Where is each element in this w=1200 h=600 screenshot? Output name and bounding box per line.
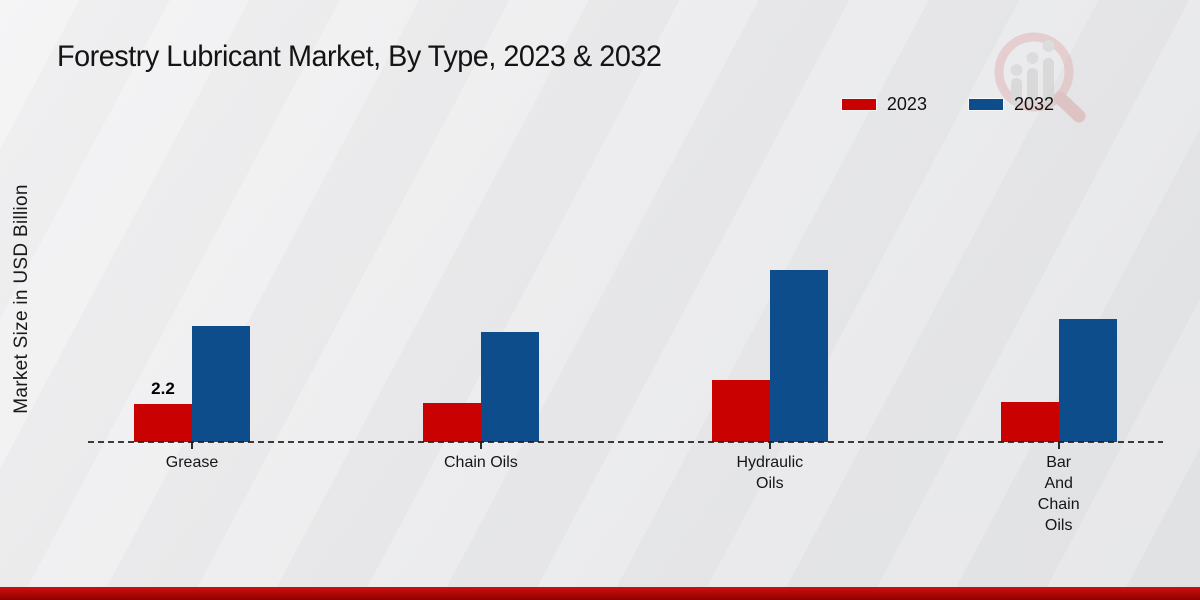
bar-2023-chain-oils — [422, 402, 481, 442]
category-label-grease: Grease — [165, 454, 219, 471]
bar-2023-hydraulic-oils — [711, 380, 770, 442]
category-label-bar-and-chain-oils: Bar And Chain Oils — [1037, 454, 1080, 534]
y-axis-label: Market Size in USD Billion — [11, 184, 32, 414]
footer-accent-bar — [0, 587, 1200, 600]
legend: 2023 2032 — [841, 94, 1054, 115]
plot-area: 2.2 Grease Chain Oils Hydraulic Oils Bar And Ch… — [88, 200, 1163, 534]
data-label-2023-grease: 2.2 — [151, 378, 175, 398]
legend-swatch-2032 — [968, 99, 1003, 110]
x-axis-baseline — [88, 441, 1163, 443]
bar-2032-bar-and-chain-oils — [1058, 319, 1117, 442]
bar-2023-grease — [134, 403, 192, 442]
bar-2023-bar-and-chain-oils — [1000, 401, 1059, 442]
bar-2032-grease — [192, 326, 250, 442]
x-tick-bar-and-chain-oils — [1057, 442, 1060, 449]
legend-label-2032: 2032 — [1013, 94, 1054, 114]
bar-chart-magnifier-logo-icon — [994, 32, 1086, 123]
x-tick-hydraulic-oils — [768, 442, 771, 449]
x-tick-grease — [191, 442, 193, 449]
legend-label-2023: 2023 — [886, 94, 927, 114]
category-label-hydraulic-oils: Hydraulic Oils — [736, 454, 804, 492]
legend-item-2023: 2023 — [841, 94, 927, 115]
chart-title: Forestry Lubricant Market, By Type, 2023… — [57, 40, 662, 73]
x-tick-chain-oils — [479, 442, 482, 449]
legend-swatch-2023 — [841, 99, 876, 110]
bar-2032-chain-oils — [480, 332, 539, 442]
category-label-chain-oils: Chain Oils — [443, 454, 518, 471]
bar-2032-hydraulic-oils — [769, 269, 828, 442]
legend-item-2032: 2032 — [968, 94, 1054, 115]
